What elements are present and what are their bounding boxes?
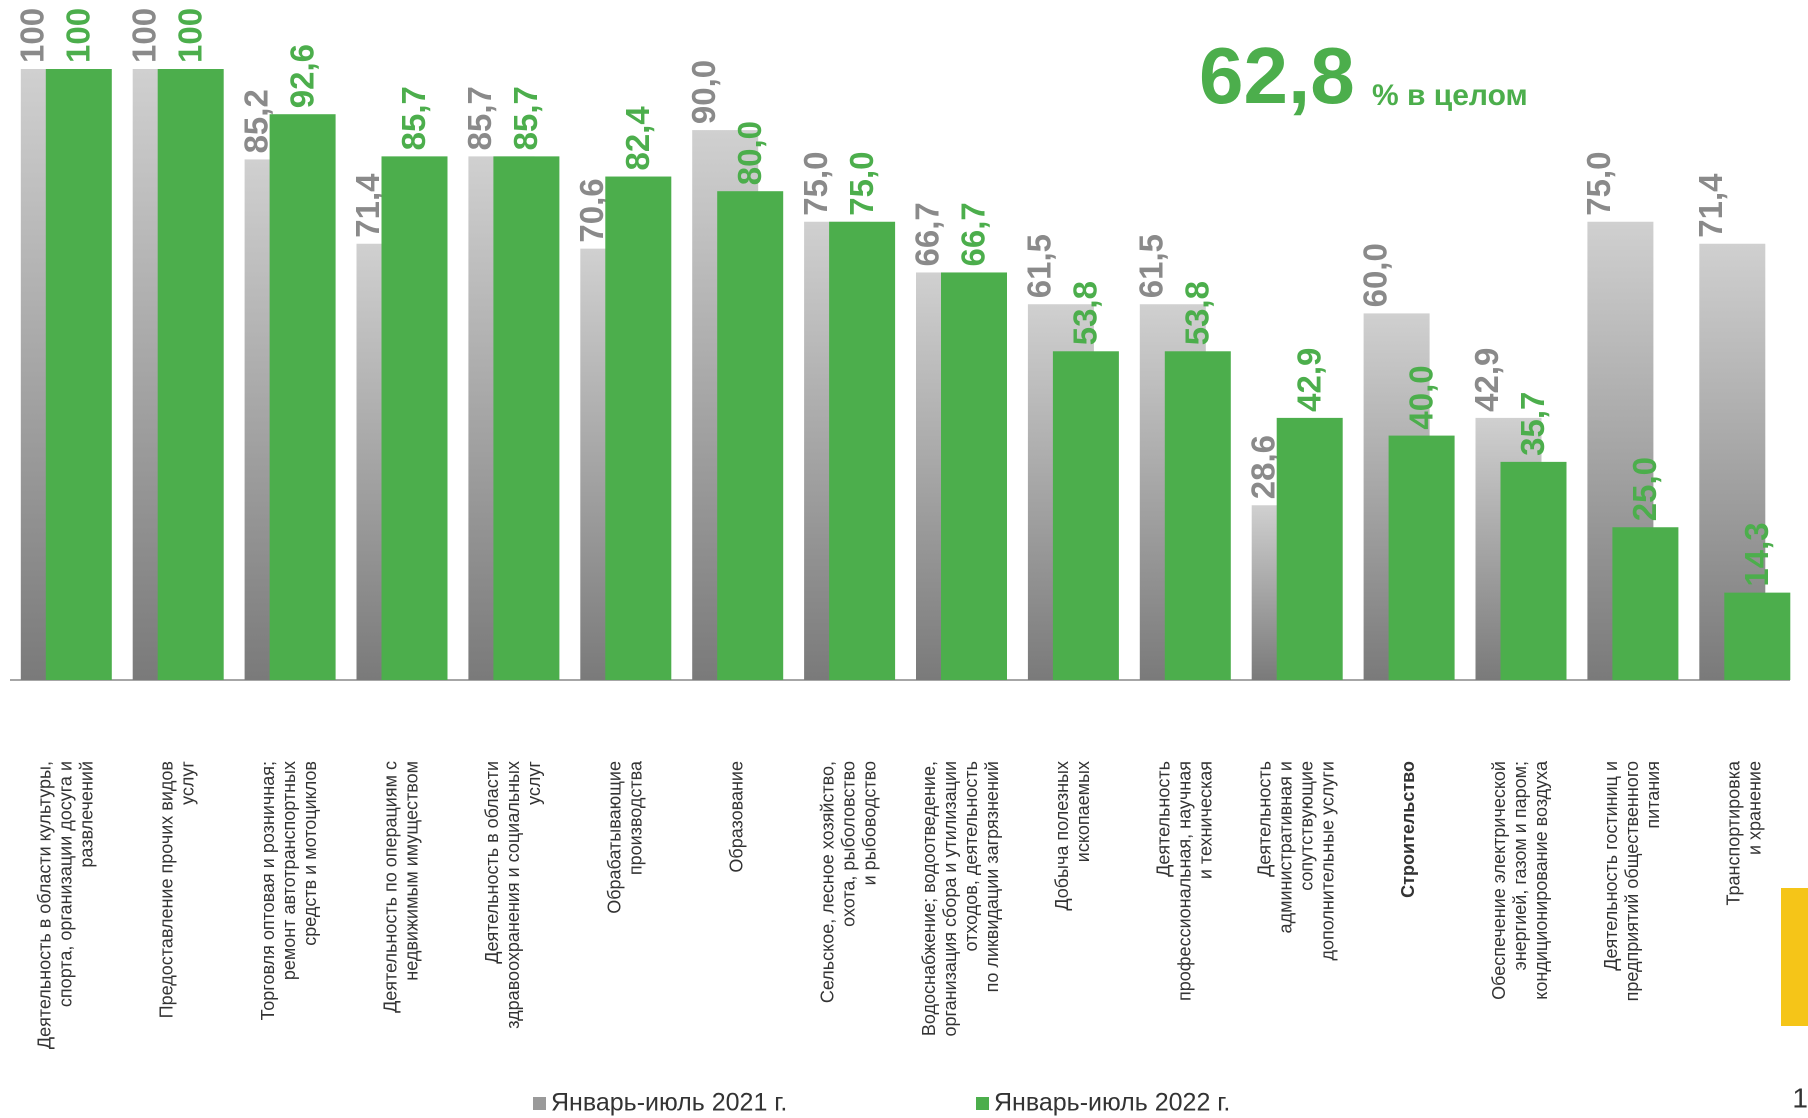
value-label: 80,0 — [731, 121, 768, 185]
bar — [157, 69, 224, 680]
value-label: 75,0 — [1580, 152, 1617, 216]
bar — [829, 221, 896, 680]
bar — [1388, 435, 1455, 680]
value-label: 25,0 — [1626, 457, 1663, 521]
x-tick-label: Обеспечение электрическойэнергией, газом… — [1489, 760, 1551, 1000]
value-label: 35,7 — [1514, 392, 1551, 456]
bar — [717, 191, 784, 680]
bar — [1052, 351, 1119, 680]
x-tick-label: Деятельность в областиздравоохранения и … — [482, 761, 544, 1029]
legend-label: Январь-июль 2022 г. — [994, 1089, 1230, 1117]
value-label: 85,7 — [507, 86, 544, 150]
value-label: 85,7 — [395, 86, 432, 150]
value-label: 61,5 — [1021, 234, 1058, 298]
value-label: 82,4 — [619, 106, 656, 171]
bar — [1500, 461, 1567, 680]
value-label: 71,4 — [1692, 173, 1729, 238]
bar — [269, 114, 336, 681]
x-tick-label: Предоставление прочих видовуслуг — [156, 761, 197, 1019]
x-tick-label: Деятельностьадминистративная исопутствую… — [1254, 761, 1337, 961]
total-caption: % в целом — [1372, 79, 1528, 112]
value-label: 53,8 — [1179, 281, 1216, 345]
x-tick-label: Добыча полезныхископаемых — [1052, 761, 1093, 911]
bar — [493, 156, 560, 681]
x-tick-label: Торговля оптовая и розничная;ремонт авто… — [258, 761, 320, 1020]
value-label: 85,7 — [461, 86, 498, 150]
page-number: 1 — [1792, 1082, 1808, 1113]
value-label: 60,0 — [1356, 243, 1393, 307]
bar — [1724, 592, 1791, 680]
bar — [1612, 527, 1679, 680]
bar — [605, 176, 672, 680]
value-label: 100 — [125, 8, 162, 63]
value-label: 100 — [171, 8, 208, 63]
total-value: 62,8 — [1199, 31, 1355, 120]
x-tick-label: Деятельностьпрофессиональная, научнаяи т… — [1153, 761, 1215, 1001]
value-label: 100 — [14, 8, 51, 63]
x-tick-label: Деятельность гостиниц ипредприятий общес… — [1601, 761, 1663, 1001]
bar — [45, 69, 112, 680]
value-label: 90,0 — [685, 60, 722, 124]
bar — [941, 272, 1007, 680]
value-label: 14,3 — [1738, 522, 1775, 586]
x-tick-label: Водоснабжение; водоотведение,организация… — [919, 761, 1002, 1037]
value-label: 28,6 — [1244, 435, 1281, 499]
x-tick-label: Деятельность в области культуры,спорта, … — [34, 761, 96, 1049]
x-tick-label: Сельское, лесное хозяйство,охота, рыболо… — [817, 761, 879, 1003]
value-label: 85,2 — [237, 89, 274, 153]
value-label: 71,4 — [349, 173, 386, 238]
value-label: 40,0 — [1402, 365, 1439, 429]
value-label: 42,9 — [1290, 348, 1327, 412]
legend-swatch — [533, 1097, 546, 1110]
value-label: 61,5 — [1133, 234, 1170, 298]
legend-swatch — [976, 1097, 989, 1110]
side-tab — [1781, 888, 1808, 1026]
legend-label: Январь-июль 2021 г. — [551, 1089, 787, 1117]
x-tick-label: Деятельность по операциям снедвижимым им… — [380, 761, 421, 1013]
x-tick-label: Обрабатывающиепроизводства — [604, 760, 645, 914]
value-label: 53,8 — [1067, 281, 1104, 345]
bar — [1164, 351, 1231, 680]
value-label: 66,7 — [955, 202, 992, 266]
value-label: 100 — [60, 8, 97, 63]
x-tick-label: Транспортировкаи хранение — [1723, 760, 1764, 905]
value-label: 75,0 — [843, 152, 880, 216]
value-label: 92,6 — [283, 44, 320, 108]
value-label: 42,9 — [1468, 348, 1505, 412]
bar — [1276, 417, 1343, 680]
value-label: 66,7 — [909, 202, 946, 266]
value-label: 75,0 — [797, 152, 834, 216]
x-tick-label: Строительство — [1398, 761, 1418, 898]
value-label: 70,6 — [573, 178, 610, 242]
bar — [381, 156, 448, 681]
x-tick-label: Образование — [726, 761, 746, 873]
